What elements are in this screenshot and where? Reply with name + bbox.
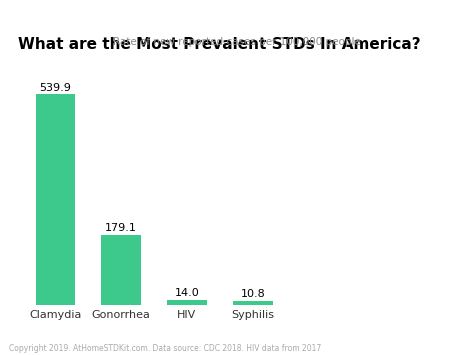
Text: Copyright 2019. AtHomeSTDKit.com. Data source: CDC 2018. HIV data from 2017: Copyright 2019. AtHomeSTDKit.com. Data s… [9, 344, 322, 353]
Bar [233, 301, 273, 305]
Bar [36, 94, 75, 305]
Text: 539.9: 539.9 [39, 82, 71, 93]
Text: 10.8: 10.8 [240, 289, 265, 299]
Bar [101, 235, 141, 305]
Text: 179.1: 179.1 [105, 223, 137, 233]
Text: Rate of new reported cases per 100,000 people: Rate of new reported cases per 100,000 p… [113, 37, 361, 47]
Text: 14.0: 14.0 [174, 288, 200, 298]
Bar [167, 300, 207, 305]
Text: What are the Most Prevalent STDs In America?: What are the Most Prevalent STDs In Amer… [18, 37, 421, 52]
